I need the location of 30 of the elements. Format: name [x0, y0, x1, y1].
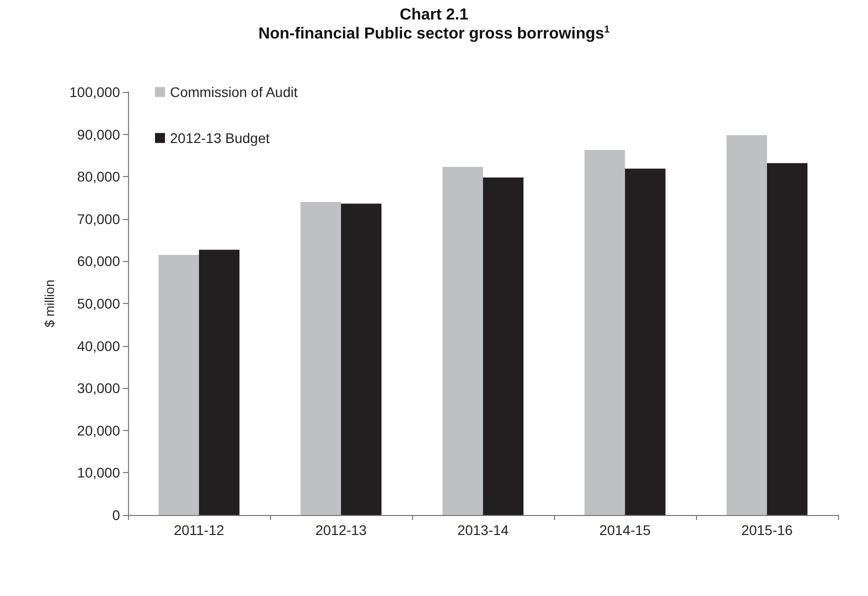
x-tick-label: 2013-14 — [457, 522, 509, 538]
bar — [584, 150, 625, 515]
y-tick-label: 10,000 — [77, 464, 120, 481]
bar — [199, 250, 240, 515]
bar — [726, 135, 767, 515]
bar — [483, 177, 524, 515]
y-tick-label: 50,000 — [77, 296, 120, 312]
y-tick-label: 40,000 — [77, 338, 120, 354]
bar — [158, 254, 199, 515]
y-tick-label: 70,000 — [77, 210, 120, 227]
bar — [767, 163, 808, 515]
y-tick-label: 80,000 — [77, 168, 120, 185]
y-tick-label: 90,000 — [77, 126, 120, 142]
y-tick-label: 20,000 — [77, 422, 120, 438]
y-tick-label: 0 — [112, 507, 120, 523]
bar — [625, 168, 666, 515]
bar — [442, 166, 483, 515]
x-tick-label: 2012-13 — [315, 522, 367, 538]
x-tick-label: 2015-16 — [741, 522, 793, 538]
legend-label: 2012-13 Budget — [170, 130, 270, 146]
y-tick-label: 100,000 — [69, 84, 120, 100]
bar — [300, 202, 341, 515]
y-tick-label: 60,000 — [77, 253, 120, 270]
y-axis-title: $ million — [42, 280, 57, 328]
bar — [341, 204, 382, 515]
chart-title: Chart 2.1 — [400, 6, 468, 24]
x-tick-label: 2014-15 — [599, 522, 651, 538]
y-tick-label: 30,000 — [77, 380, 120, 396]
x-tick-label: 2011-12 — [174, 522, 224, 538]
legend-label: Commission of Audit — [170, 84, 298, 100]
